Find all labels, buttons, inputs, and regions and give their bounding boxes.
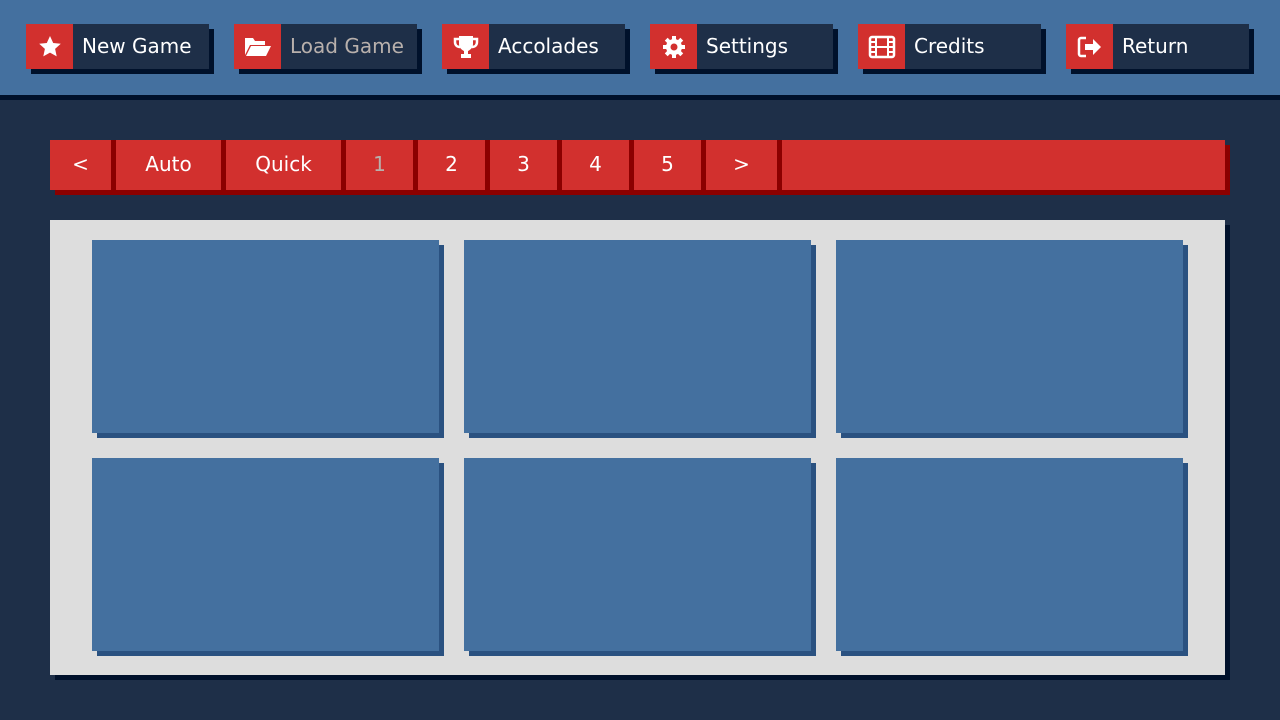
folder-open-icon — [234, 24, 281, 69]
gear-icon — [650, 24, 697, 69]
save-slot-5[interactable] — [464, 458, 811, 651]
new-game-label: New Game — [73, 24, 209, 69]
save-slot-3[interactable] — [836, 240, 1183, 433]
prev-page-button[interactable]: < — [50, 140, 111, 190]
accolades-label: Accolades — [489, 24, 625, 69]
credits-label: Credits — [905, 24, 1041, 69]
save-slot-4[interactable] — [92, 458, 439, 651]
save-slot-2[interactable] — [464, 240, 811, 433]
tab-page-2[interactable]: 2 — [418, 140, 485, 190]
tab-bar-filler — [782, 140, 1225, 190]
tab-page-5[interactable]: 5 — [634, 140, 701, 190]
credits-button[interactable]: Credits — [858, 24, 1041, 69]
save-slot-grid — [50, 220, 1225, 675]
exit-icon — [1066, 24, 1113, 69]
tab-page-3[interactable]: 3 — [490, 140, 557, 190]
tab-page-4[interactable]: 4 — [562, 140, 629, 190]
accolades-button[interactable]: Accolades — [442, 24, 625, 69]
settings-label: Settings — [697, 24, 833, 69]
tab-auto[interactable]: Auto — [116, 140, 221, 190]
trophy-icon — [442, 24, 489, 69]
save-slot-1[interactable] — [92, 240, 439, 433]
return-button[interactable]: Return — [1066, 24, 1249, 69]
page-tabs: < Auto Quick 1 2 3 4 5 > — [50, 140, 1225, 190]
tab-quick[interactable]: Quick — [226, 140, 341, 190]
settings-button[interactable]: Settings — [650, 24, 833, 69]
tab-page-1[interactable]: 1 — [346, 140, 413, 190]
next-page-button[interactable]: > — [706, 140, 777, 190]
new-game-button[interactable]: New Game — [26, 24, 209, 69]
star-icon — [26, 24, 73, 69]
load-game-label: Load Game — [281, 24, 417, 69]
load-game-button[interactable]: Load Game — [234, 24, 417, 69]
film-icon — [858, 24, 905, 69]
save-slot-6[interactable] — [836, 458, 1183, 651]
top-menu-bar: New Game Load Game Accolades Settings Cr… — [0, 0, 1280, 100]
return-label: Return — [1113, 24, 1249, 69]
